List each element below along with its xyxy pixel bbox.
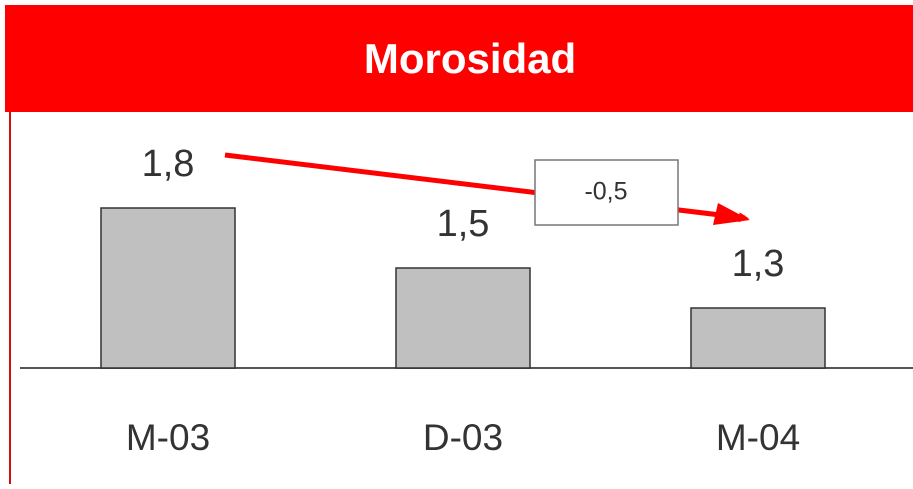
x-tick-label: D-03 bbox=[423, 417, 503, 458]
x-tick-label: M-03 bbox=[126, 417, 210, 458]
value-label: 1,8 bbox=[142, 143, 195, 185]
arrow-head bbox=[713, 203, 750, 225]
value-label: 1,5 bbox=[437, 203, 490, 245]
bar bbox=[395, 267, 531, 369]
annotation-box bbox=[534, 159, 679, 226]
value-label: 1,3 bbox=[732, 243, 785, 285]
annotation: -0,5 bbox=[584, 178, 627, 206]
header-band bbox=[5, 5, 913, 112]
chart-title: Morosidad bbox=[364, 35, 576, 82]
x-tick-label: M-04 bbox=[716, 417, 800, 458]
bar bbox=[690, 307, 826, 369]
bar bbox=[100, 207, 236, 369]
